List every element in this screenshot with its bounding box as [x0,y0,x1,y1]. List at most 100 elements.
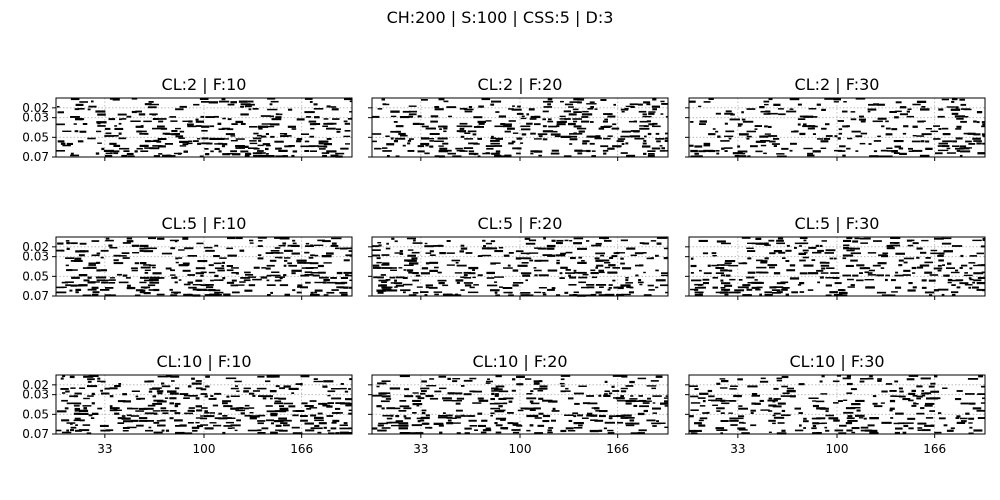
raster-mark [153,155,160,157]
raster-mark [941,293,945,296]
raster-mark [741,118,746,121]
raster-mark [288,145,295,147]
raster-mark [928,385,935,388]
raster-mark [876,291,887,294]
raster-mark [473,143,480,145]
raster-mark [498,397,507,400]
raster-mark [642,400,652,402]
raster-mark [712,128,716,130]
raster-mark [504,154,512,157]
raster-mark [539,385,548,387]
raster-mark [559,272,563,275]
raster-mark [880,402,885,404]
raster-mark [781,375,789,379]
raster-mark [97,380,101,383]
raster-mark [82,424,91,426]
raster-mark [472,133,477,136]
raster-mark [266,144,271,147]
raster-mark [323,143,332,146]
raster-mark [143,264,151,266]
raster-mark [213,262,222,265]
raster-mark [404,395,414,398]
raster-mark [503,291,513,294]
raster-mark [288,264,297,267]
raster-mark [327,122,337,125]
raster-mark [798,252,806,255]
raster-mark [559,277,565,279]
raster-mark [573,125,582,128]
raster-mark [608,392,613,395]
raster-mark [310,272,321,274]
raster-mark [403,269,407,271]
raster-mark [664,137,668,140]
raster-mark [665,395,668,397]
raster-mark [846,392,853,395]
raster-mark [69,269,78,271]
raster-mark [152,118,159,120]
raster-mark [773,398,781,400]
raster-mark [630,422,640,425]
raster-mark [719,378,726,380]
raster-mark [837,137,841,140]
raster-mark [648,111,656,113]
raster-mark [911,389,916,392]
raster-mark [504,130,511,133]
raster-mark [603,125,613,127]
raster-mark [390,414,394,417]
raster-mark [703,142,711,146]
raster-mark [296,140,302,143]
raster-mark [621,143,625,145]
raster-mark [852,274,859,277]
raster-mark [759,380,769,383]
raster-mark [720,274,725,277]
raster-mark [403,264,414,266]
raster-mark [517,105,521,108]
raster-mark [694,293,703,296]
raster-mark [937,397,941,400]
raster-mark [100,269,107,272]
raster-mark [378,279,389,282]
raster-mark [132,252,140,254]
raster-mark [485,152,490,154]
raster-mark [235,272,239,275]
raster-mark [599,414,606,418]
raster-mark [480,431,487,434]
raster-mark [742,262,747,265]
raster-mark [442,284,449,287]
raster-mark [262,397,267,400]
raster-mark [243,390,249,393]
raster-mark [439,147,448,150]
raster-mark [723,147,733,149]
raster-mark [248,284,256,287]
raster-mark [491,390,499,392]
raster-mark [924,424,935,427]
y-tick-label: 0.02 [22,101,49,115]
raster-mark [187,125,197,128]
raster-mark [720,432,723,435]
raster-mark [595,284,607,286]
raster-mark [855,135,863,138]
raster-mark [490,407,500,410]
raster-mark [267,98,276,100]
raster-mark [78,274,88,277]
raster-mark [304,405,314,407]
raster-mark [144,147,154,149]
raster-mark [499,409,506,412]
raster-mark [577,152,583,155]
raster-mark [210,150,214,153]
raster-mark [434,293,439,296]
raster-mark [664,139,668,142]
raster-mark [169,410,177,412]
raster-mark [794,429,804,432]
raster-mark [121,252,130,254]
raster-mark [656,237,668,239]
raster-mark [204,246,213,249]
raster-mark [331,108,339,111]
raster-mark [885,133,893,136]
raster-mark [74,417,81,420]
raster-mark [951,291,959,294]
raster-mark [420,392,426,395]
raster-mark [711,264,719,267]
raster-mark [951,284,956,286]
raster-mark [516,383,524,386]
